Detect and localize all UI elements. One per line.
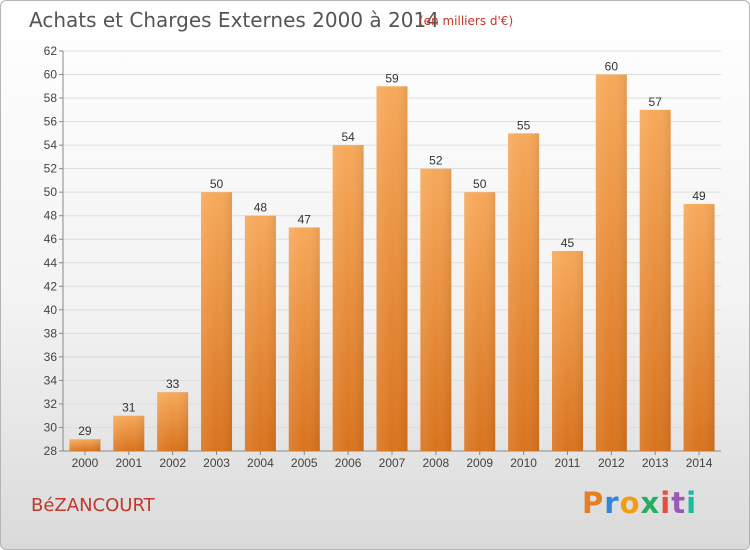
bar-shine: [464, 192, 496, 452]
y-tick-label: 32: [44, 397, 58, 411]
data-label: 33: [166, 377, 180, 391]
y-tick-label: 42: [44, 279, 58, 293]
bar-shine: [639, 109, 671, 451]
x-tick-label: 2009: [466, 456, 493, 470]
x-tick-label: 2011: [555, 456, 581, 470]
bar-shine: [113, 415, 145, 451]
data-label: 47: [298, 212, 312, 226]
y-tick-label: 38: [44, 326, 58, 340]
bar-shine: [157, 392, 189, 451]
data-label: 60: [605, 60, 619, 74]
y-tick-label: 56: [44, 115, 58, 129]
data-label: 55: [517, 118, 531, 132]
logo-letter: P: [582, 486, 605, 520]
y-tick-label: 40: [44, 303, 58, 317]
y-tick-label: 52: [44, 162, 58, 176]
x-tick-label: 2006: [335, 456, 362, 470]
bar-shine: [332, 145, 364, 451]
bar-shine: [508, 133, 540, 451]
x-tick-label: 2012: [598, 456, 625, 470]
x-tick-label: 2013: [642, 456, 669, 470]
bars: [69, 74, 715, 452]
commune-name: BéZANCOURT: [31, 495, 155, 516]
x-tick-labels: 2000 2001 2002 2003 2004 2005 2006 2007 2008 2009…: [72, 451, 713, 470]
data-label: 52: [429, 154, 443, 168]
x-tick-label: 2014: [686, 456, 713, 470]
logo-letter: x: [640, 486, 661, 520]
logo-letter: r: [604, 486, 620, 520]
y-tick-label: 34: [44, 373, 58, 387]
bar-shine: [69, 439, 101, 451]
y-tick-label: 58: [44, 91, 58, 105]
y-tick-label: 60: [44, 68, 58, 82]
x-tick-label: 2010: [510, 456, 537, 470]
y-tick-label: 48: [44, 209, 58, 223]
logo-letter: t: [671, 486, 687, 520]
data-label: 50: [210, 177, 224, 191]
x-tick-label: 2008: [423, 456, 450, 470]
x-tick-label: 2005: [291, 456, 318, 470]
y-tick-labels: 28 30 32 34 36 38 40 42 44 46 48 50 52 54 56 58 60 62: [44, 44, 58, 458]
bar-shine: [551, 251, 583, 451]
data-label: 31: [122, 401, 136, 415]
x-tick-label: 2001: [115, 456, 142, 470]
data-labels: 29 31 33 50 48 47 54 59 52 50 55 45 60 57 49: [78, 60, 706, 439]
y-tick-label: 50: [44, 185, 58, 199]
chart-title: Achats et Charges Externes 2000 à 2014: [29, 8, 439, 32]
data-label: 29: [78, 424, 92, 438]
y-tick-label: 62: [44, 44, 58, 58]
x-tick-label: 2003: [203, 456, 230, 470]
bar-shine: [201, 192, 233, 452]
bar-shine: [420, 168, 452, 451]
data-label: 45: [561, 236, 575, 250]
bar-shine: [683, 203, 715, 451]
y-tick-label: 28: [44, 444, 58, 458]
data-label: 59: [385, 71, 399, 85]
y-tick-label: 54: [44, 138, 58, 152]
data-label: 50: [473, 177, 487, 191]
chart-subtitle: (en milliers d'€): [419, 14, 514, 28]
x-tick-label: 2004: [247, 456, 274, 470]
y-tick-label: 44: [44, 256, 58, 270]
bar-shine: [288, 227, 320, 451]
x-tick-label: 2007: [379, 456, 406, 470]
bar-shine: [595, 74, 627, 451]
logo-letter: i: [686, 486, 698, 520]
logo-letter: i: [660, 486, 672, 520]
bar-shine: [376, 86, 408, 451]
data-label: 49: [692, 189, 706, 203]
data-label: 57: [649, 95, 663, 109]
y-tick-label: 30: [44, 420, 58, 434]
y-tick-label: 36: [44, 350, 58, 364]
x-tick-label: 2000: [72, 456, 99, 470]
proxiti-logo: Proxiti: [582, 486, 697, 520]
y-tick-label: 46: [44, 232, 58, 246]
bar-shine: [244, 215, 276, 451]
x-tick-label: 2002: [159, 456, 186, 470]
logo-letter: o: [619, 486, 641, 520]
data-label: 48: [254, 201, 268, 215]
data-label: 54: [341, 130, 355, 144]
